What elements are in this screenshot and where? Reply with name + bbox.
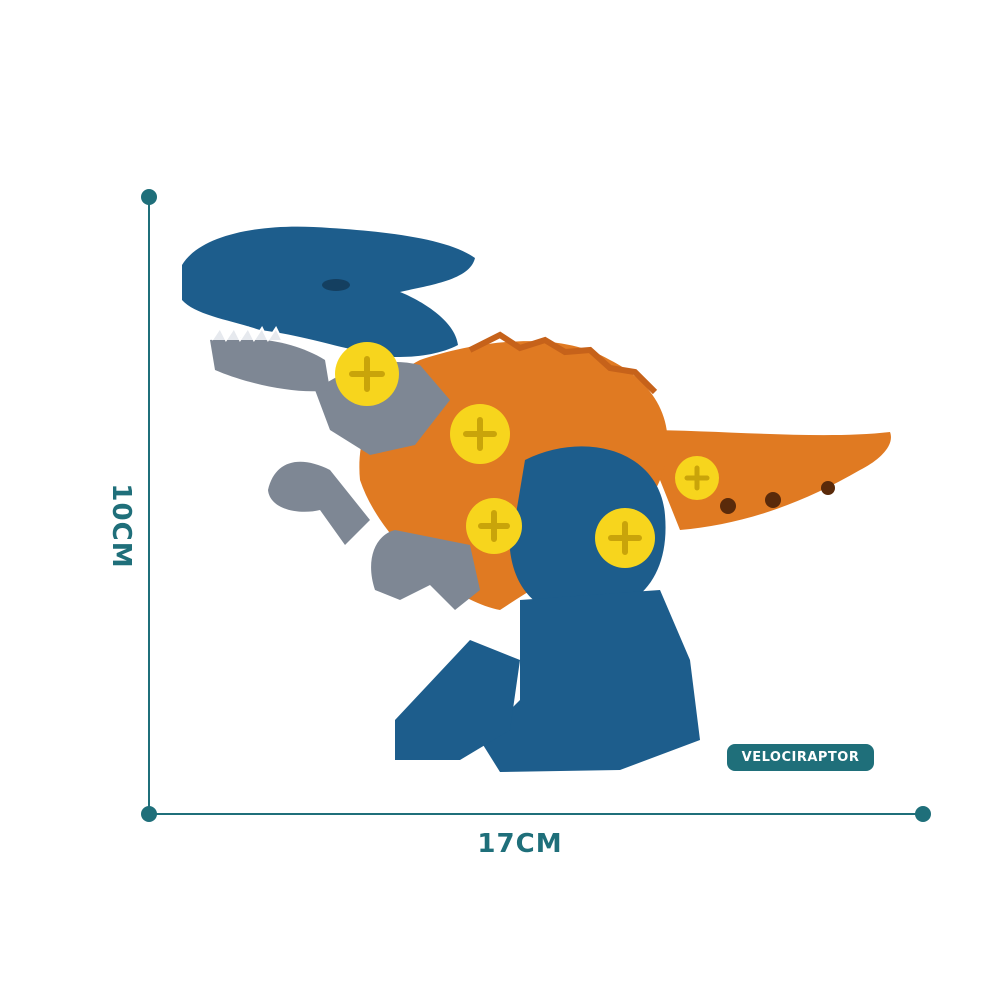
dino-front-arm xyxy=(371,530,480,610)
dino-foot xyxy=(395,640,520,760)
tail-hole xyxy=(765,492,781,508)
dimension-endpoint-corner xyxy=(141,806,157,822)
height-dimension-line xyxy=(148,197,150,814)
dimension-endpoint-top xyxy=(141,189,157,205)
dino-teeth xyxy=(211,326,283,342)
dino-tail xyxy=(640,430,891,530)
dimension-endpoint-right xyxy=(915,806,931,822)
dino-spine xyxy=(468,331,658,395)
width-label: 17CM xyxy=(477,829,563,859)
tail-hole xyxy=(720,498,736,514)
dino-leg xyxy=(480,590,700,772)
screw xyxy=(450,404,510,464)
product-name-badge: VELOCIRAPTOR xyxy=(727,744,874,771)
screw xyxy=(675,456,719,500)
dino-head xyxy=(182,226,475,357)
width-dimension-line xyxy=(149,813,923,815)
dino-eye xyxy=(322,279,350,291)
dino-back-arm xyxy=(268,461,370,545)
screw xyxy=(595,508,655,568)
tail-hole xyxy=(821,481,835,495)
screw xyxy=(335,342,399,406)
dino-hip xyxy=(510,446,666,616)
dino-jaw xyxy=(210,337,330,392)
screw xyxy=(466,498,522,554)
